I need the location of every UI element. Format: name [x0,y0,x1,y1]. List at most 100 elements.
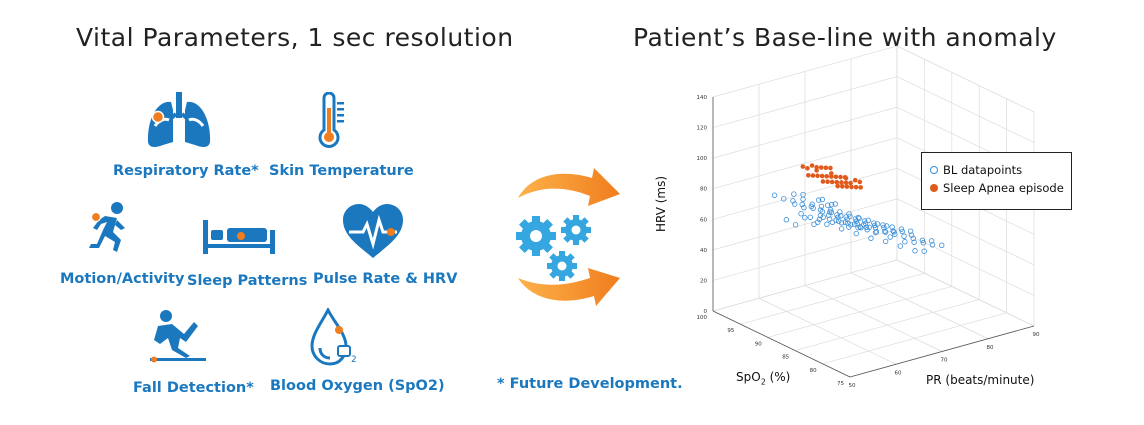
bl-datapoint [880,222,886,228]
bl-datapoint [868,235,874,241]
y-tick-label: 100 [697,315,708,321]
bl-datapoint [907,228,914,234]
top-arrow-icon [518,168,620,206]
blood-drop-icon: 2 [310,308,357,366]
bl-datapoint [808,203,815,210]
apnea-datapoint [810,173,816,178]
bl-datapoint [884,223,890,229]
wall-grid-line [712,76,898,128]
bl-datapoint [853,230,859,237]
bl-datapoint [871,222,878,229]
bl-datapoint [898,226,905,232]
apnea-datapoint [848,180,853,186]
vital-label-blood-oxygen: Blood Oxygen (SpO2) [270,378,445,394]
apnea-datapoint [843,180,849,186]
bl-datapoints-series [771,191,945,254]
bl-datapoint [912,248,918,254]
bl-datapoint [833,217,839,223]
bl-datapoint [874,221,881,227]
bl-datapoint [864,226,870,233]
bl-datapoint [819,196,826,203]
apnea-datapoint [829,171,834,176]
wall-grid-line [712,198,898,251]
bl-datapoint [824,221,830,227]
legend-open-circle-icon [930,166,938,174]
bl-datapoint [892,231,898,237]
bl-datapoint [858,225,864,231]
bl-datapoint [899,228,905,235]
bl-datapoint [853,218,859,225]
y-tick-label: 80 [810,368,817,374]
y-tick-label: 90 [755,341,762,347]
bl-datapoint [910,235,916,242]
apnea-datapoint [818,165,824,170]
chart-legend: BL datapoints Sleep Apnea episode [921,152,1072,210]
apnea-datapoint [806,172,811,178]
bl-datapoint [832,201,838,207]
chart-grid [712,45,1035,378]
apnea-datapoint [824,173,830,179]
bl-datapoint [887,234,893,240]
apnea-datapoint [819,173,825,179]
wall-grid-line [712,229,898,281]
apnea-datapoint [814,168,819,173]
apnea-datapoint [834,179,840,185]
bl-datapoint [855,224,861,231]
bl-datapoint [846,224,852,230]
processing-gears-icon [516,168,620,306]
apnea-datapoint [835,183,840,189]
wall-grid-line [712,137,898,190]
bl-datapoint [920,240,927,246]
apnea-datapoint [839,184,845,189]
bl-datapoint [816,216,823,223]
apnea-datapoint [842,174,848,180]
z-tick-label: 0 [704,309,708,315]
left-section-title: Vital Parameters, 1 sec resolution [76,23,514,52]
bl-datapoint [798,211,804,217]
bl-datapoint [846,211,852,217]
bl-datapoint [921,248,927,254]
y-tick-label: 95 [727,328,734,334]
bl-datapoint [844,216,850,223]
bl-datapoint [838,220,845,226]
apnea-datapoint [820,179,826,184]
bl-datapoint [871,220,877,226]
apnea-datapoint [800,164,806,169]
wall-grid-line [712,45,898,98]
floor-grid-line [795,299,980,351]
bl-datapoint [911,239,917,245]
apnea-datapoint [857,179,863,185]
bl-datapoint [929,242,936,248]
lungs-icon [147,92,211,147]
bl-datapoint [901,233,907,239]
vital-label-motion-activity: Motion/Activity [60,271,185,287]
floor-grid-line [822,312,1007,365]
x-tick-label: 70 [941,358,948,364]
apnea-datapoint [825,179,830,185]
y-tick-label: 75 [837,381,844,387]
bl-datapoint [781,196,787,202]
apnea-datapoint [852,177,858,183]
z-tick-label: 140 [697,95,708,101]
bl-datapoint [838,226,845,232]
bl-datapoint [882,229,889,235]
bl-datapoint [828,209,835,215]
bl-datapoint [882,238,889,245]
bl-datapoint [800,196,806,202]
vital-label-skin-temperature: Skin Temperature [269,163,414,179]
z-tick-label: 60 [700,217,707,223]
bl-datapoint [826,216,833,222]
vital-label-respiratory-rate: Respiratory Rate* [113,163,259,179]
apnea-datapoint [853,184,859,190]
bl-datapoint [902,239,908,245]
vital-label-pulse-rate-hrv: Pulse Rate & HRV [313,271,458,287]
bl-datapoint [771,192,778,198]
floor-grid-line [767,286,952,338]
bl-datapoint [919,237,926,244]
right-section-title: Patient’s Base-line with anomaly [633,23,1057,52]
bl-datapoint [889,224,895,230]
bl-datapoint [852,216,859,222]
z-tick-label: 120 [697,126,708,132]
bottom-arrow-icon [518,268,620,306]
